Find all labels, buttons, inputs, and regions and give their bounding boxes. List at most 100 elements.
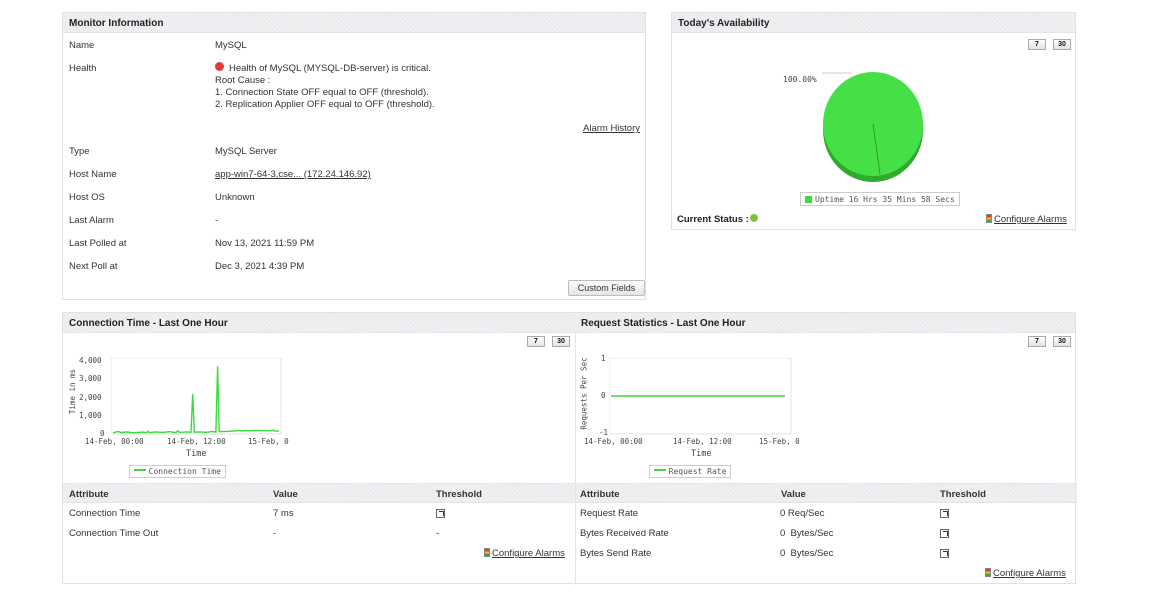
- configure-alarms-link[interactable]: Configure Alarms: [492, 548, 565, 559]
- table-row-attribute: Bytes Send Rate: [580, 548, 652, 559]
- connection-time-title: Connection Time - Last One Hour: [63, 313, 575, 333]
- traffic-light-icon: [484, 548, 490, 557]
- ytick-4: 0: [100, 429, 105, 438]
- 30-days-button[interactable]: 30: [1053, 39, 1071, 50]
- last-polled-label: Last Polled at: [69, 238, 127, 249]
- ytick-0: 4,000: [79, 356, 102, 365]
- connection-plot-area: [111, 358, 282, 435]
- availability-panel: Today's Availability 7 30 100.00% Uptime…: [671, 12, 1076, 230]
- last-alarm-value: -: [215, 215, 219, 226]
- host-name-link[interactable]: app-win7-64-3.cse... (172.24.146.92): [215, 169, 371, 180]
- availability-title: Today's Availability: [672, 13, 1075, 33]
- legend-swatch: [805, 196, 812, 203]
- availability-pie-chart: [822, 72, 923, 182]
- next-poll-label: Next Poll at: [69, 261, 118, 272]
- configure-alarms-availability[interactable]: Configure Alarms: [986, 214, 1067, 225]
- red-dot-icon: [215, 62, 224, 71]
- requests-plot-area: [609, 358, 792, 435]
- root-cause-1: 1. Connection State OFF equal to OFF (th…: [215, 87, 429, 98]
- connection-table-header: Attribute Value Threshold: [63, 483, 575, 503]
- req-ytick-0: 1: [601, 354, 606, 363]
- edit-threshold-icon[interactable]: [940, 529, 949, 538]
- req-ytick-2: -1: [599, 428, 609, 437]
- xtick-0: 14-Feb, 00:00: [85, 437, 144, 446]
- traffic-light-icon: [986, 214, 992, 223]
- connection-plot-frame: [111, 358, 282, 435]
- pie-legend: Uptime 16 Hrs 35 Mins 58 Secs: [800, 192, 960, 206]
- table-row-value: 0 Req/Sec: [780, 508, 825, 519]
- root-cause-label: Root Cause :: [215, 75, 271, 86]
- last-polled-value: Nov 13, 2021 11:59 PM: [215, 238, 315, 249]
- health-label: Health: [69, 63, 97, 74]
- connection-ylabel: Time in ms: [68, 368, 78, 415]
- alarm-history-link[interactable]: Alarm History: [583, 123, 641, 134]
- configure-alarms-link[interactable]: Configure Alarms: [993, 568, 1066, 579]
- connection-xlabel: Time: [186, 449, 207, 459]
- host-name-label: Host Name: [69, 169, 117, 180]
- table-row-value: 0 Bytes/Sec: [780, 528, 834, 539]
- table-row-value: 0 Bytes/Sec: [780, 548, 834, 559]
- connection-7-days-button[interactable]: 7: [527, 336, 545, 347]
- table-row-value: 7 ms: [273, 508, 294, 519]
- requests-legend-label: Request Rate: [668, 467, 727, 476]
- req-ytick-1: 0: [601, 391, 606, 400]
- ytick-3: 1,000: [79, 411, 102, 420]
- xtick-2: 15-Feb, 0: [248, 437, 289, 446]
- requests-legend-line: [654, 469, 666, 471]
- connection-time-chart: 4,000 3,000 2,000 1,000 0 Time in ms 14-…: [63, 351, 575, 481]
- root-cause-2: 2. Replication Applier OFF equal to OFF …: [215, 99, 435, 110]
- custom-fields-button[interactable]: Custom Fields: [568, 280, 645, 296]
- connection-time-series-line: [112, 366, 280, 434]
- col-value: Value: [781, 489, 806, 500]
- status-green-dot-icon: [750, 214, 758, 222]
- monitor-information-panel: Monitor Information Name MySQL Health He…: [62, 12, 646, 300]
- table-row-attribute: Request Rate: [580, 508, 639, 519]
- col-attribute: Attribute: [580, 489, 620, 500]
- connection-30-days-button[interactable]: 30: [552, 336, 570, 347]
- ytick-1: 3,000: [79, 374, 102, 383]
- configure-alarms-connection[interactable]: Configure Alarms: [484, 548, 565, 559]
- request-statistics-chart: 1 0 -1 Requests Per Sec 14-Feb, 00:00 14…: [575, 351, 1077, 481]
- table-row-attribute: Connection Time Out: [69, 528, 159, 539]
- type-label: Type: [69, 146, 90, 157]
- pie-slice-edge: [872, 123, 881, 175]
- legend-uptime-text: Uptime 16 Hrs 35 Mins 58 Secs: [815, 195, 955, 204]
- edit-threshold-icon[interactable]: [940, 509, 949, 518]
- current-status-label: Current Status :: [677, 214, 749, 225]
- request-statistics-title: Request Statistics - Last One Hour: [575, 313, 1075, 333]
- host-os-label: Host OS: [69, 192, 105, 203]
- table-row-value: -: [273, 528, 277, 539]
- requests-ylabel: Requests Per Sec: [579, 357, 589, 430]
- pie-percent-label: 100.00%: [783, 75, 817, 84]
- xtick-1: 14-Feb, 12:00: [167, 437, 226, 446]
- connection-legend: Connection Time: [129, 465, 226, 478]
- col-attribute: Attribute: [69, 489, 109, 500]
- type-value: MySQL Server: [215, 146, 277, 157]
- column-divider: [575, 333, 576, 585]
- requests-30-days-button[interactable]: 30: [1053, 336, 1071, 347]
- last-alarm-label: Last Alarm: [69, 215, 114, 226]
- edit-threshold-icon[interactable]: [436, 509, 445, 518]
- requests-table-header: Attribute Value Threshold: [576, 483, 1077, 503]
- name-label: Name: [69, 40, 95, 51]
- requests-xlabel: Time: [691, 449, 712, 459]
- connection-legend-line: [134, 469, 146, 471]
- graphs-panel: Connection Time - Last One Hour Request …: [62, 312, 1077, 585]
- connection-legend-label: Connection Time: [148, 467, 221, 476]
- next-poll-value: Dec 3, 2021 4:39 PM: [215, 261, 305, 272]
- name-value: MySQL: [215, 40, 247, 51]
- col-value: Value: [273, 489, 298, 500]
- configure-alarms-requests[interactable]: Configure Alarms: [985, 568, 1066, 579]
- 7-days-button[interactable]: 7: [1028, 39, 1046, 50]
- configure-alarms-link[interactable]: Configure Alarms: [994, 214, 1067, 225]
- traffic-light-icon: [985, 568, 991, 577]
- req-xtick-0: 14-Feb, 00:00: [584, 437, 643, 446]
- requests-legend: Request Rate: [649, 465, 732, 478]
- ytick-2: 2,000: [79, 393, 102, 402]
- col-threshold: Threshold: [436, 489, 482, 500]
- table-row-threshold: -: [436, 528, 440, 539]
- req-xtick-2: 15-Feb, 0: [759, 437, 800, 446]
- requests-7-days-button[interactable]: 7: [1028, 336, 1046, 347]
- col-threshold: Threshold: [940, 489, 986, 500]
- edit-threshold-icon[interactable]: [940, 549, 949, 558]
